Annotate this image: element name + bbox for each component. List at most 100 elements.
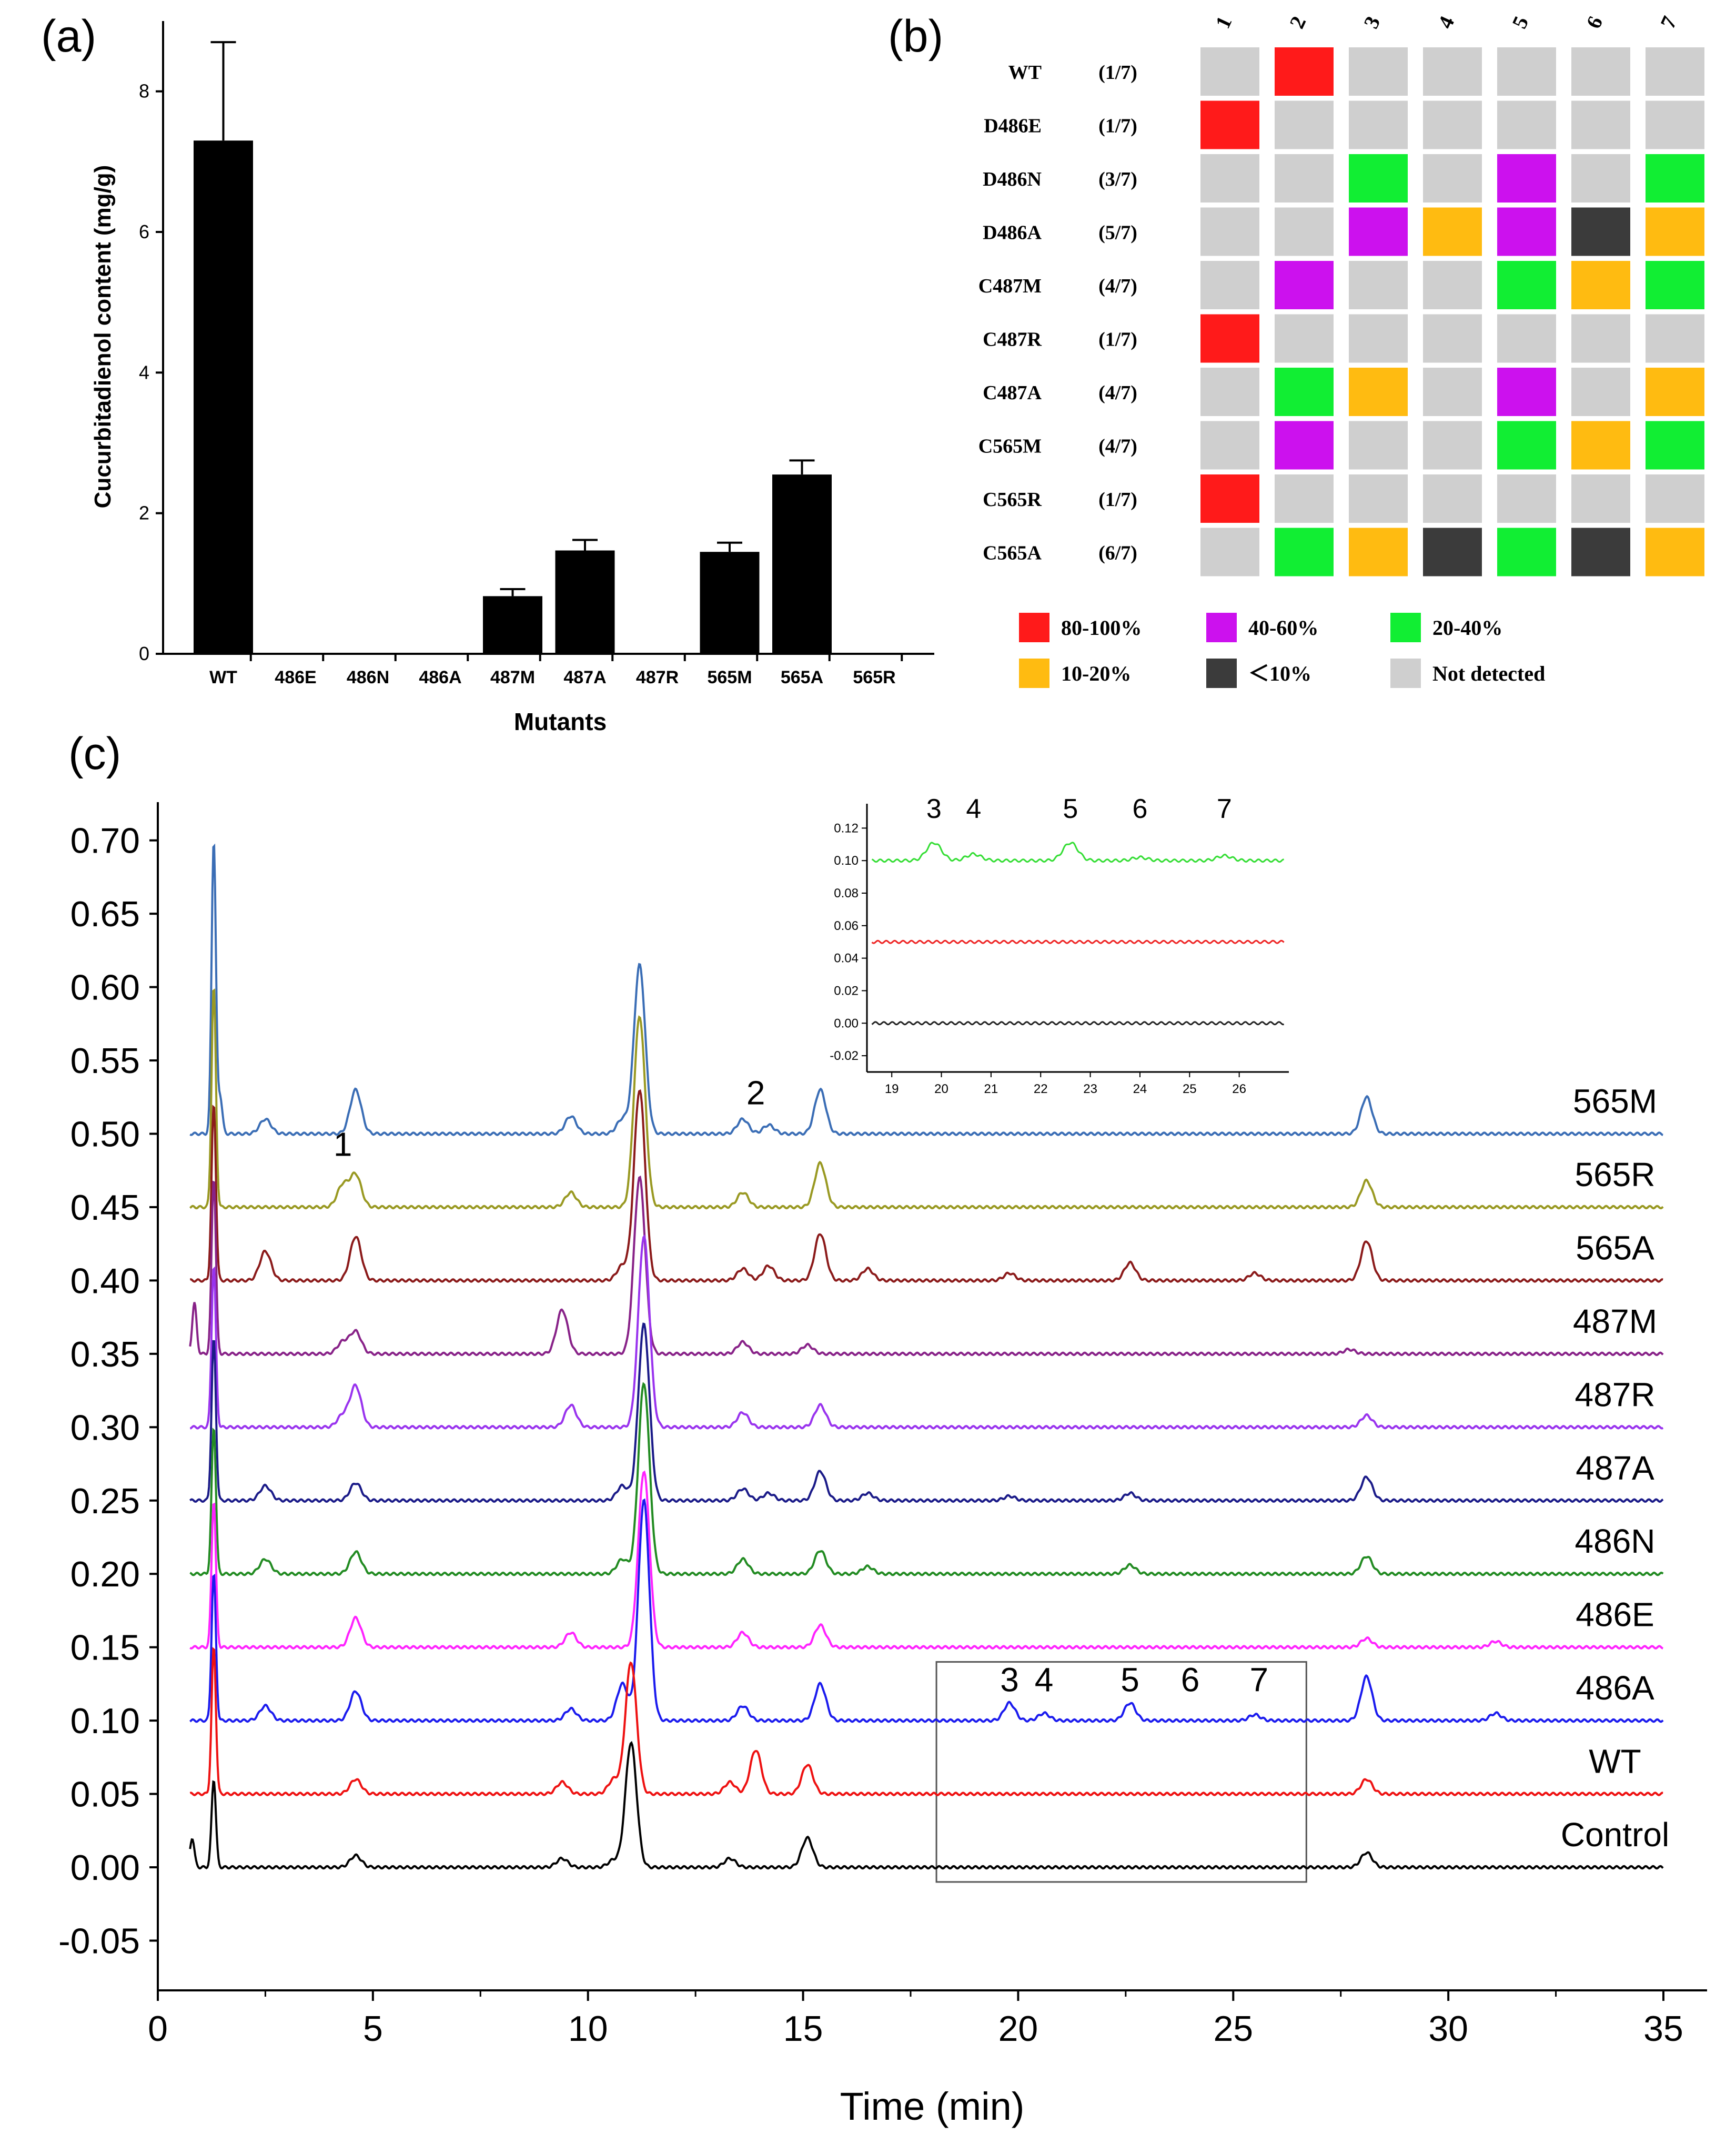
- trace-label: 487A: [1576, 1449, 1654, 1487]
- heatmap-cell: [1200, 421, 1259, 470]
- heatmap-cell: [1571, 47, 1630, 96]
- panel-label-b: (b): [888, 11, 943, 62]
- row-fraction: (1/7): [1098, 115, 1137, 137]
- inset-y-tick-label: 0.00: [834, 1016, 859, 1030]
- bar-chart-panel: 0 2 4 6 8 WT 486E 486N 486A 487M 487A 487R 565M 565A…: [90, 21, 934, 735]
- legend-label: 10-20%: [1061, 662, 1131, 685]
- heatmap-cell: [1349, 421, 1408, 470]
- y-tick-label: 0.70: [70, 821, 140, 861]
- y-tick-label: 0.15: [70, 1628, 140, 1668]
- inset-peak-number: 3: [926, 794, 942, 824]
- heatmap-cell: [1646, 474, 1704, 523]
- heatmap-cell: [1200, 528, 1259, 576]
- panel-label-a: (a): [41, 11, 96, 62]
- inset-x-tick-label: 19: [885, 1082, 899, 1096]
- heatmap-cell: [1646, 47, 1704, 96]
- legend-swatch: [1390, 659, 1421, 688]
- chromatogram-trace: [189, 1089, 1663, 1283]
- legend-swatch: [1019, 613, 1049, 642]
- y-tick-label: 0.20: [70, 1554, 140, 1594]
- row-label: C487R: [983, 329, 1042, 351]
- x-tick-label: 20: [998, 2009, 1038, 2049]
- chromatogram-trace: [189, 1498, 1664, 1723]
- inset-y-tick-label: 0.02: [834, 984, 859, 998]
- column-header: 3: [1359, 13, 1385, 32]
- column-header: 1: [1210, 13, 1236, 32]
- heatmap-cell: [1571, 421, 1630, 470]
- y-tick-label: 0.35: [70, 1334, 140, 1374]
- heatmap-cell: [1200, 47, 1259, 96]
- y-tick-label: 0.60: [70, 968, 140, 1008]
- inset-trace: [871, 1021, 1284, 1026]
- x-tick-label: 486E: [275, 667, 316, 687]
- trace-label: 486A: [1576, 1669, 1654, 1707]
- column-header: 5: [1507, 13, 1533, 32]
- heatmap-cell: [1200, 261, 1259, 309]
- heatmap-cell: [1423, 528, 1482, 576]
- heatmap-cell: [1275, 47, 1334, 96]
- trace-label: 487M: [1573, 1302, 1657, 1340]
- heatmap-cell: [1571, 207, 1630, 256]
- heatmap-cell: [1275, 100, 1334, 149]
- column-header: 4: [1433, 13, 1459, 32]
- bar: [194, 140, 253, 654]
- chromatogram-trace: [189, 1647, 1663, 1796]
- inset-y-tick-label: 0.04: [834, 952, 859, 966]
- bar: [700, 552, 760, 654]
- y-tick-label: 0.25: [70, 1481, 140, 1521]
- heatmap-cell: [1200, 154, 1259, 203]
- heatmap-cell: [1200, 368, 1259, 416]
- heatmap-cell: [1646, 100, 1704, 149]
- peak-number: 5: [1121, 1661, 1139, 1698]
- heatmap-cell: [1275, 474, 1334, 523]
- heatmap-cell: [1200, 207, 1259, 256]
- legend-label: 20-40%: [1432, 616, 1502, 640]
- row-label: WT: [1008, 62, 1042, 84]
- legend-swatch: [1019, 659, 1049, 688]
- y-tick-label: 0.45: [70, 1188, 140, 1228]
- legend-swatch: [1390, 613, 1421, 642]
- heatmap-cell: [1200, 474, 1259, 523]
- heatmap-cell: [1571, 528, 1630, 576]
- peak-number: 4: [1035, 1661, 1054, 1698]
- x-tick-label: 486N: [347, 667, 389, 687]
- heatmap-cell: [1646, 421, 1704, 470]
- inset-x-tick-label: 25: [1183, 1082, 1197, 1096]
- row-fraction: (4/7): [1098, 436, 1137, 458]
- heatmap-cell: [1497, 474, 1556, 523]
- heatmap-cell: [1646, 368, 1704, 416]
- chromatogram-trace: [189, 1382, 1664, 1576]
- row-label: D486A: [983, 222, 1042, 244]
- heatmap-cell: [1571, 154, 1630, 203]
- x-tick-label: 486A: [419, 667, 461, 687]
- heatmap-cell: [1646, 207, 1704, 256]
- row-fraction: (6/7): [1098, 542, 1137, 564]
- chromatogram-trace: [189, 1322, 1664, 1503]
- heatmap-cell: [1349, 474, 1408, 523]
- heatmap-cell: [1497, 421, 1556, 470]
- y-tick-label: 0.50: [70, 1115, 140, 1155]
- inset-y-tick-label: 0.08: [834, 886, 859, 901]
- heatmap-cell: [1423, 47, 1482, 96]
- heatmap-cell: [1497, 207, 1556, 256]
- chromatogram-trace: [189, 1470, 1663, 1650]
- heatmap-cell: [1349, 207, 1408, 256]
- column-header: 2: [1285, 13, 1310, 32]
- y-tick-label: -0.05: [58, 1921, 140, 1961]
- heatmap-cell: [1571, 314, 1630, 363]
- trace-label: WT: [1589, 1743, 1641, 1780]
- heatmap-cell: [1275, 261, 1334, 309]
- inset-y-tick-label: 0.06: [834, 919, 859, 933]
- legend-swatch: [1206, 613, 1237, 642]
- x-tick-label: 487A: [563, 667, 606, 687]
- x-axis-label: Time (min): [840, 2085, 1025, 2128]
- trace-label: 486E: [1576, 1596, 1654, 1634]
- heatmap-cell: [1497, 314, 1556, 363]
- row-label: C565R: [983, 489, 1042, 511]
- row-label: C565M: [978, 436, 1042, 458]
- x-tick-label: 5: [363, 2009, 383, 2049]
- heatmap-cell: [1275, 314, 1334, 363]
- y-tick-label: 2: [139, 502, 149, 524]
- heatmap-cell: [1275, 207, 1334, 256]
- chromatogram-panel: 0.70 0.65 0.60 0.55 0.50 0.45 0.40 0.35 0.30 0.25…: [58, 794, 1707, 2128]
